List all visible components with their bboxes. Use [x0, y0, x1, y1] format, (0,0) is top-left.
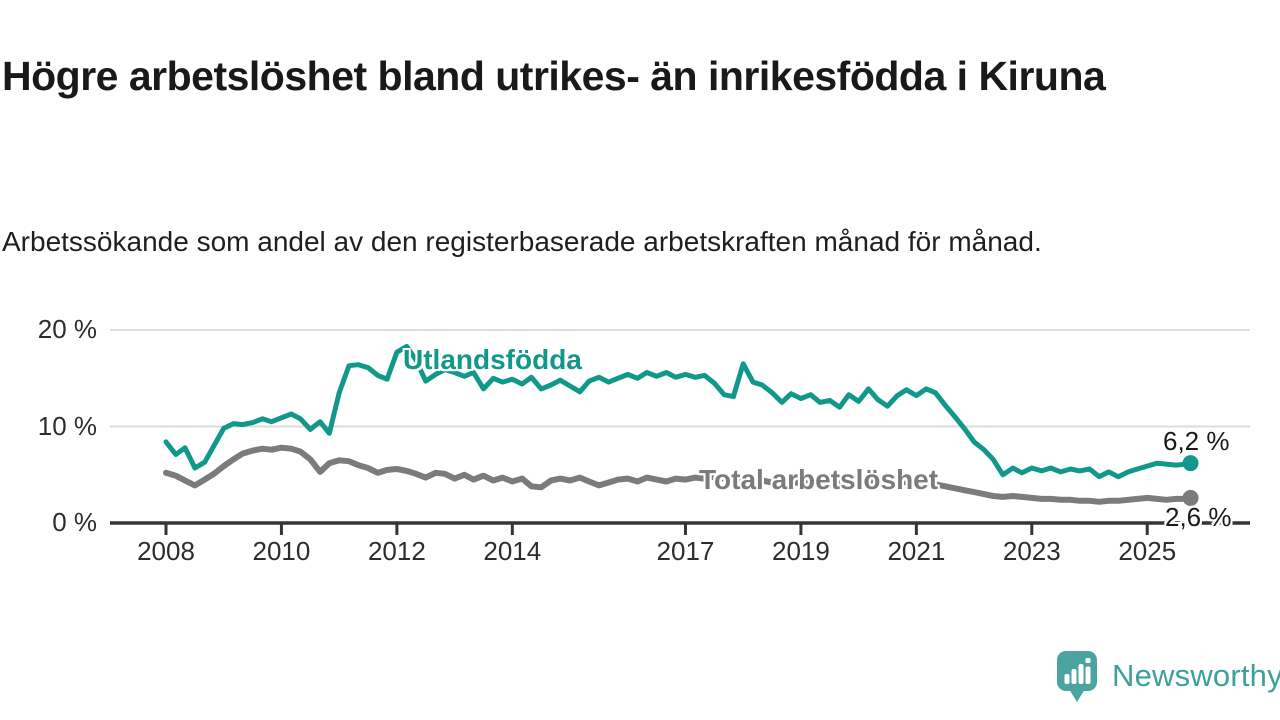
x-tick-label-2021: 2021: [887, 536, 946, 566]
y-tick-label-10: 10 %: [37, 410, 97, 441]
x-tick-label-2019: 2019: [771, 536, 830, 566]
x-tick-label-2017: 2017: [656, 536, 715, 566]
end-dot-utlandsfodda: [1182, 455, 1199, 472]
chart-subtitle: Arbetssökande som andel av den registerb…: [2, 226, 1042, 257]
x-tick-label-2008: 2008: [137, 536, 195, 566]
end-value-total: 2,6 %: [1165, 502, 1232, 532]
y-tick-label-20: 20 %: [37, 314, 97, 344]
series-label-total-arbetsloshet: Total arbetslöshet: [699, 464, 939, 495]
end-value-utlandsfodda: 6,2 %: [1163, 426, 1230, 456]
series-label-utlandsfodda: Utlandsfödda: [403, 344, 582, 375]
x-tick-label-2014: 2014: [483, 536, 542, 566]
x-tick-label-2012: 2012: [367, 536, 426, 566]
series-line-total-arbetsloshet: [163, 444, 1194, 505]
newsworthy-logo: Newsworthy: [1056, 648, 1280, 704]
series-line-utlandsfodda: [163, 343, 1193, 480]
x-tick-label-2023: 2023: [1002, 536, 1061, 566]
newsworthy-logo-icon: [1057, 650, 1097, 702]
newsworthy-logo-text: Newsworthy: [1112, 658, 1280, 693]
x-tick-label-2025: 2025: [1118, 536, 1177, 566]
x-tick-label-2010: 2010: [252, 536, 311, 566]
end-dot-total-arbetsloshet: [1182, 489, 1199, 506]
y-tick-label-0: 0 %: [52, 507, 97, 537]
page-title: Högre arbetslöshet bland utrikes- än inr…: [2, 53, 1106, 100]
